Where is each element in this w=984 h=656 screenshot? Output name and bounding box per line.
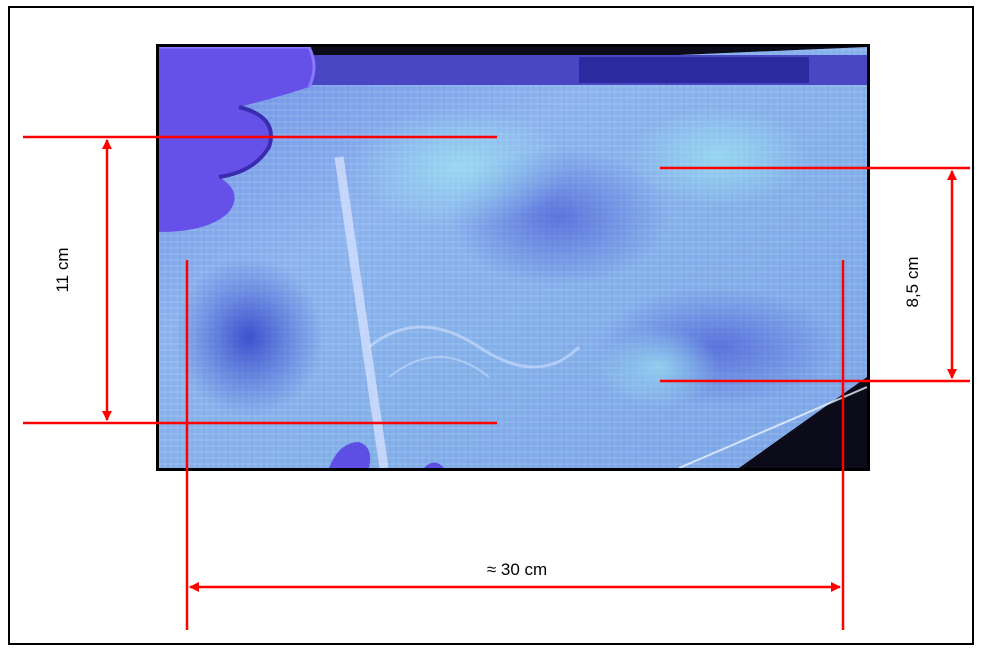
label-height-left: 11 cm [53,247,72,292]
dimension-height-right [660,166,970,383]
label-width: ≈ 30 cm [487,560,547,579]
uv-fluorescence-photo [156,44,870,471]
dimension-width [185,260,845,630]
dimension-height-left [23,135,497,425]
label-height-right: 8,5 cm [903,256,922,307]
